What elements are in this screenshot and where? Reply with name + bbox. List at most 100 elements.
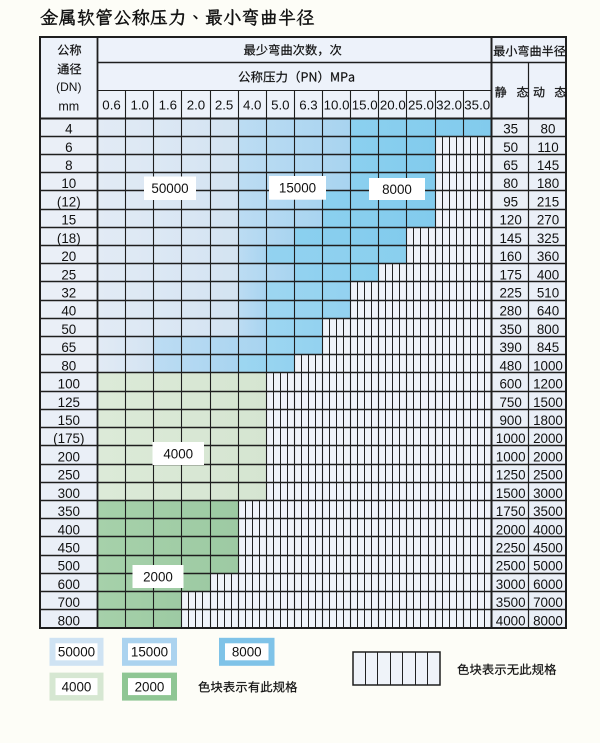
svg-text:50: 50 [61, 322, 76, 337]
svg-text:125: 125 [58, 395, 80, 410]
svg-text:700: 700 [58, 595, 80, 610]
svg-text:145: 145 [499, 231, 521, 246]
svg-text:3500: 3500 [533, 504, 563, 519]
svg-text:350: 350 [499, 322, 521, 337]
svg-text:(18): (18) [57, 231, 81, 246]
svg-text:3000: 3000 [533, 486, 563, 501]
svg-text:0.6: 0.6 [102, 98, 121, 113]
svg-text:400: 400 [537, 267, 559, 282]
svg-text:2.0: 2.0 [187, 98, 206, 113]
svg-text:390: 390 [499, 340, 521, 355]
svg-text:35: 35 [503, 122, 518, 137]
svg-text:95: 95 [503, 194, 518, 209]
svg-text:mm: mm [58, 100, 79, 114]
svg-text:2000: 2000 [533, 449, 563, 464]
svg-text:845: 845 [537, 340, 559, 355]
svg-text:50000: 50000 [58, 645, 95, 660]
svg-text:600: 600 [499, 377, 521, 392]
svg-text:20: 20 [61, 249, 76, 264]
svg-text:1000: 1000 [496, 449, 526, 464]
svg-text:35.0: 35.0 [464, 98, 490, 113]
svg-text:175: 175 [499, 267, 521, 282]
svg-text:200: 200 [58, 449, 80, 464]
svg-text:800: 800 [58, 613, 80, 628]
svg-text:1500: 1500 [533, 395, 563, 410]
svg-text:280: 280 [499, 304, 521, 319]
svg-text:1.6: 1.6 [159, 98, 178, 113]
svg-text:6: 6 [65, 140, 72, 155]
svg-text:50: 50 [503, 140, 518, 155]
svg-text:120: 120 [499, 213, 521, 228]
svg-text:80: 80 [61, 358, 76, 373]
svg-text:25: 25 [61, 267, 76, 282]
svg-text:2500: 2500 [533, 468, 563, 483]
svg-text:600: 600 [58, 577, 80, 592]
svg-text:5000: 5000 [533, 559, 563, 574]
svg-text:3000: 3000 [496, 577, 526, 592]
svg-text:180: 180 [537, 176, 559, 191]
svg-text:1250: 1250 [496, 468, 526, 483]
svg-text:50000: 50000 [151, 181, 188, 196]
svg-text:145: 145 [537, 158, 559, 173]
svg-text:40: 40 [61, 304, 76, 319]
svg-text:2500: 2500 [496, 559, 526, 574]
svg-text:4.0: 4.0 [243, 98, 262, 113]
svg-text:7000: 7000 [533, 595, 563, 610]
svg-text:640: 640 [537, 304, 559, 319]
svg-text:2000: 2000 [533, 431, 563, 446]
svg-text:65: 65 [61, 340, 76, 355]
svg-text:10.0: 10.0 [324, 98, 350, 113]
svg-text:20.0: 20.0 [380, 98, 406, 113]
svg-text:225: 225 [499, 286, 521, 301]
svg-text:1000: 1000 [496, 431, 526, 446]
svg-text:2.5: 2.5 [215, 98, 234, 113]
svg-text:15000: 15000 [131, 645, 168, 660]
svg-text:1.0: 1.0 [130, 98, 149, 113]
svg-text:8000: 8000 [533, 613, 563, 628]
svg-text:100: 100 [58, 377, 80, 392]
svg-text:6.3: 6.3 [299, 98, 318, 113]
svg-text:80: 80 [541, 122, 556, 137]
svg-text:25.0: 25.0 [408, 98, 434, 113]
svg-text:(12): (12) [57, 194, 81, 209]
svg-text:215: 215 [537, 194, 559, 209]
svg-text:2000: 2000 [496, 522, 526, 537]
svg-text:65: 65 [503, 158, 518, 173]
svg-text:32: 32 [61, 286, 76, 301]
svg-text:4500: 4500 [533, 541, 563, 556]
svg-text:360: 360 [537, 249, 559, 264]
svg-text:1000: 1000 [533, 358, 563, 373]
svg-text:1800: 1800 [533, 413, 563, 428]
svg-text:10: 10 [61, 176, 76, 191]
svg-text:500: 500 [58, 559, 80, 574]
svg-text:4000: 4000 [163, 446, 193, 461]
svg-text:1750: 1750 [496, 504, 526, 519]
svg-text:6000: 6000 [533, 577, 563, 592]
svg-text:8: 8 [65, 158, 72, 173]
svg-text:325: 325 [537, 231, 559, 246]
svg-text:4000: 4000 [533, 522, 563, 537]
svg-text:15: 15 [61, 213, 76, 228]
svg-text:80: 80 [503, 176, 518, 191]
svg-text:300: 300 [58, 486, 80, 501]
svg-text:15000: 15000 [279, 181, 316, 196]
svg-text:110: 110 [537, 140, 558, 155]
svg-text:32.0: 32.0 [436, 98, 462, 113]
svg-text:4: 4 [65, 122, 73, 137]
svg-text:510: 510 [537, 286, 559, 301]
svg-text:4000: 4000 [496, 613, 526, 628]
svg-text:270: 270 [537, 213, 559, 228]
svg-text:5.0: 5.0 [271, 98, 290, 113]
svg-text:160: 160 [499, 249, 521, 264]
svg-text:(DN): (DN) [56, 80, 81, 94]
svg-text:8000: 8000 [382, 182, 412, 197]
svg-text:4000: 4000 [62, 679, 92, 694]
svg-text:250: 250 [58, 468, 80, 483]
svg-text:800: 800 [537, 322, 559, 337]
svg-text:750: 750 [499, 395, 521, 410]
svg-text:150: 150 [58, 413, 80, 428]
svg-text:1500: 1500 [496, 486, 526, 501]
svg-text:(175): (175) [53, 431, 84, 446]
svg-text:900: 900 [499, 413, 521, 428]
svg-text:2000: 2000 [143, 569, 173, 584]
